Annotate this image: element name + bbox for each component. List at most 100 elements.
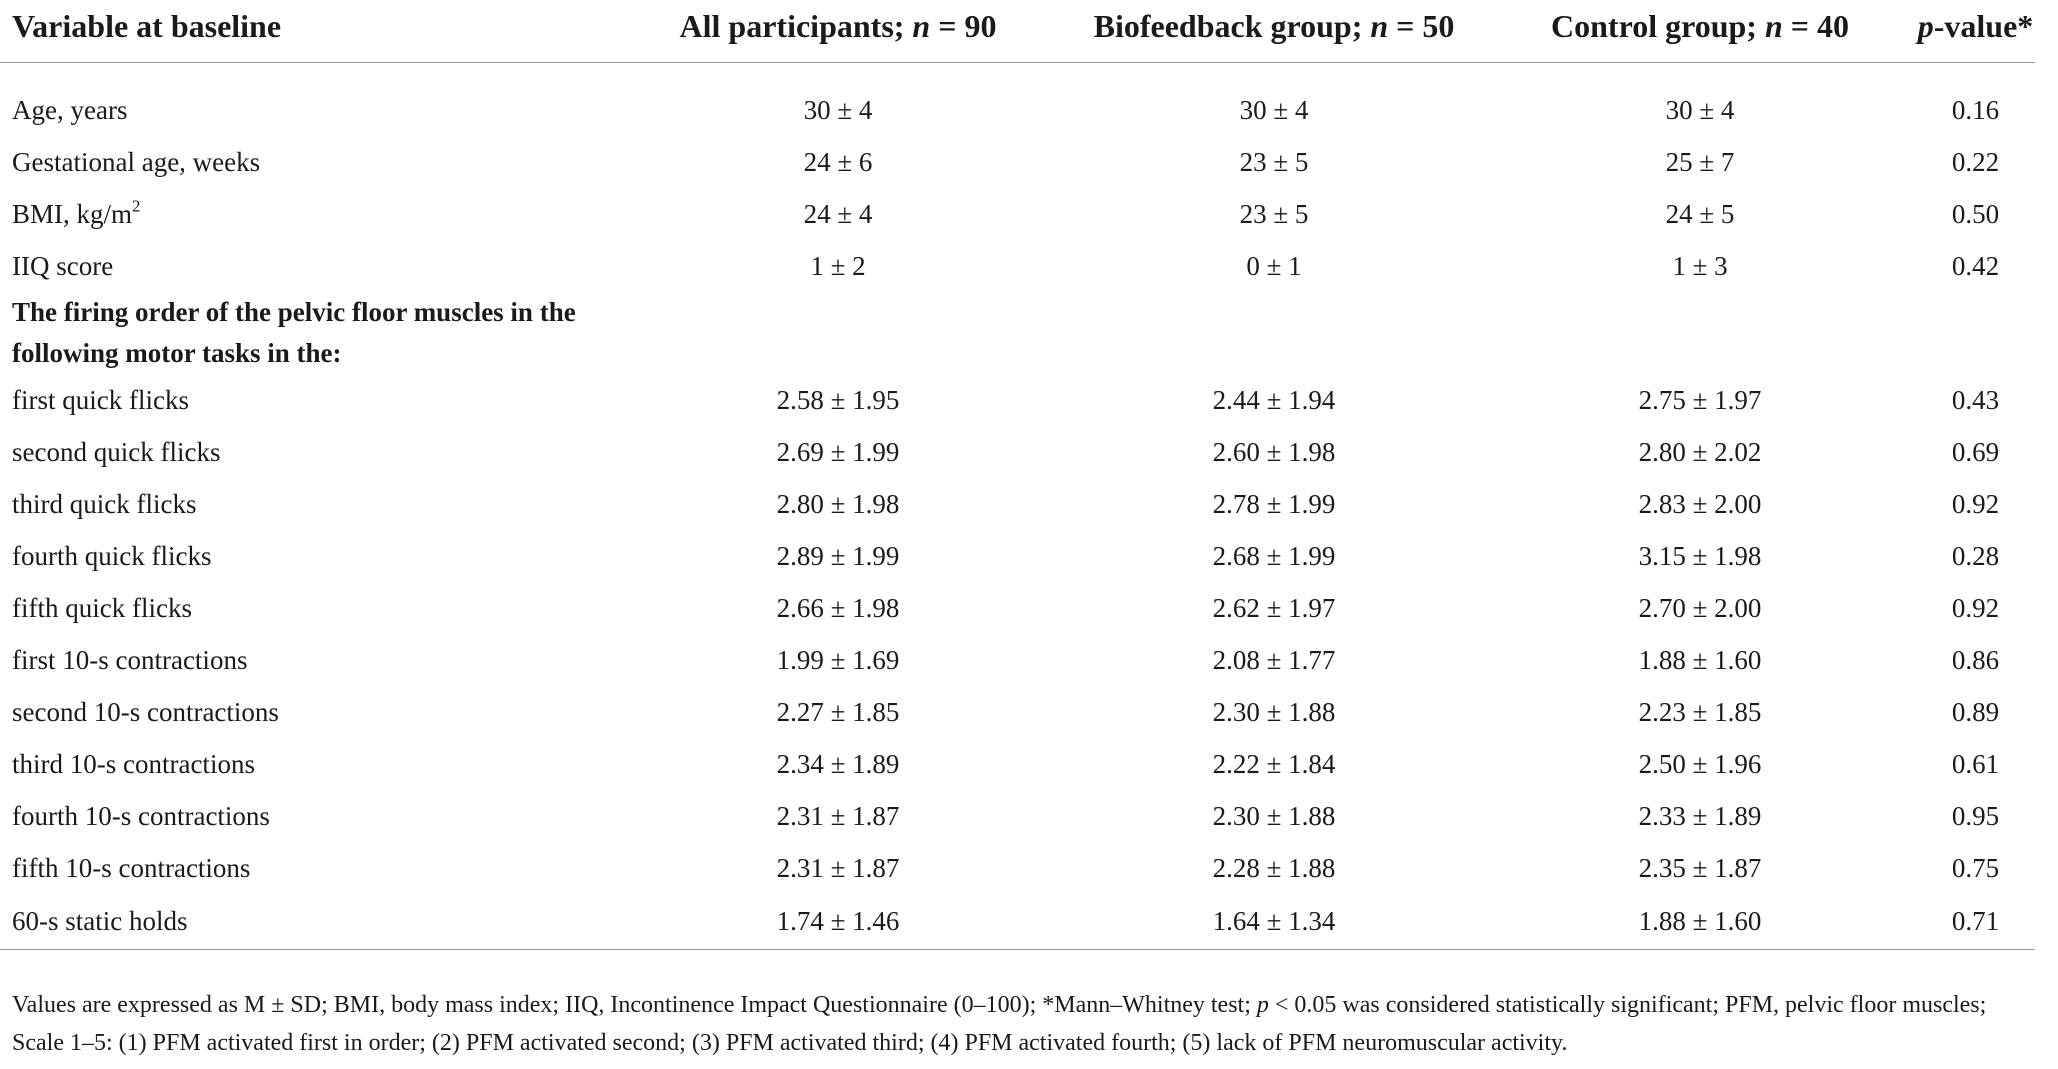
superscript: 2: [132, 195, 141, 215]
cell-p-value: 0.86: [1951, 644, 2000, 675]
row-label: BMI, kg/m2: [12, 195, 141, 229]
cell-biofeedback: 2.68 ± 1.99: [1212, 540, 1336, 571]
cell-all-participants: 2.31 ± 1.87: [776, 800, 900, 831]
cell-control: 2.75 ± 1.97: [1638, 384, 1762, 415]
cell-p-value: 0.61: [1951, 748, 2000, 779]
header-variable: Variable at baseline: [0, 0, 612, 63]
table-row: Gestational age, weeks 24 ± 6 23 ± 5 25 ± 7…: [0, 136, 2035, 188]
cell-all-participants: 2.58 ± 1.95: [776, 384, 900, 415]
cell-p-value: 0.71: [1916, 894, 2035, 950]
table-row: first 10-s contractions 1.99 ± 1.69 2.08 ±…: [0, 634, 2035, 686]
cell-control: 2.35 ± 1.87: [1638, 852, 1762, 883]
row-label: first quick flicks: [12, 384, 189, 415]
table-row: BMI, kg/m2 24 ± 4 23 ± 5 24 ± 5 0.50: [0, 188, 2035, 240]
row-label: second 10-s contractions: [12, 696, 279, 727]
cell-control: 2.33 ± 1.89: [1638, 800, 1762, 831]
row-label: third quick flicks: [12, 488, 197, 519]
cell-control: 25 ± 7: [1665, 146, 1735, 177]
cell-control: 2.50 ± 1.96: [1638, 748, 1762, 779]
cell-biofeedback: 1.64 ± 1.34: [1064, 894, 1484, 950]
table-row: IIQ score 1 ± 2 0 ± 1 1 ± 3 0.42: [0, 240, 2035, 292]
spacer-row: [0, 62, 2035, 84]
table-row: fifth quick flicks 2.66 ± 1.98 2.62 ± 1.97…: [0, 582, 2035, 634]
cell-p-value: 0.92: [1951, 488, 2000, 519]
cell-biofeedback: 2.22 ± 1.84: [1212, 748, 1336, 779]
table-row: third quick flicks 2.80 ± 1.98 2.78 ± 1.99…: [0, 478, 2035, 530]
row-label: fifth 10-s contractions: [12, 852, 251, 883]
table-header: Variable at baseline All participants; n…: [0, 0, 2035, 63]
cell-all-participants: 2.66 ± 1.98: [776, 592, 900, 623]
cell-control: 2.23 ± 1.85: [1638, 696, 1762, 727]
cell-p-value: 0.89: [1951, 696, 2000, 727]
cell-p-value: 0.69: [1951, 436, 2000, 467]
cell-all-participants: 1.99 ± 1.69: [776, 644, 900, 675]
cell-biofeedback: 2.08 ± 1.77: [1212, 644, 1336, 675]
cell-p-value: 0.16: [1951, 94, 2000, 125]
cell-all-participants: 24 ± 4: [803, 198, 873, 229]
cell-biofeedback: 30 ± 4: [1239, 94, 1309, 125]
cell-biofeedback: 23 ± 5: [1239, 146, 1309, 177]
cell-p-value: 0.95: [1951, 800, 2000, 831]
cell-p-value: 0.92: [1951, 592, 2000, 623]
cell-p-value: 0.42: [1951, 250, 2000, 281]
row-label: fifth quick flicks: [12, 592, 192, 623]
cell-all-participants: 24 ± 6: [803, 146, 873, 177]
table-row: first quick flicks 2.58 ± 1.95 2.44 ± 1.94…: [0, 374, 2035, 426]
cell-control: 30 ± 4: [1665, 94, 1735, 125]
cell-p-value: 0.22: [1951, 146, 2000, 177]
table-row: 60-s static holds 1.74 ± 1.46 1.64 ± 1.34 1…: [0, 894, 2035, 950]
row-label: Age, years: [12, 94, 128, 125]
section-title: The firing order of the pelvic floor mus…: [12, 297, 576, 368]
cell-p-value: 0.28: [1951, 540, 2000, 571]
row-label: third 10-s contractions: [12, 748, 255, 779]
cell-biofeedback: 2.30 ± 1.88: [1212, 696, 1336, 727]
row-label: 60-s static holds: [0, 894, 612, 950]
header-control-group: Control group; n = 40: [1484, 0, 1916, 63]
cell-biofeedback: 2.44 ± 1.94: [1212, 384, 1336, 415]
cell-all-participants: 2.27 ± 1.85: [776, 696, 900, 727]
cell-p-value: 0.43: [1951, 384, 2000, 415]
header-p-value: p-value*: [1916, 0, 2035, 63]
table-row: fourth quick flicks 2.89 ± 1.99 2.68 ± 1.9…: [0, 530, 2035, 582]
cell-control: 1 ± 3: [1672, 250, 1728, 281]
table-row: fourth 10-s contractions 2.31 ± 1.87 2.30 …: [0, 790, 2035, 842]
cell-control: 2.80 ± 2.02: [1638, 436, 1762, 467]
cell-control: 24 ± 5: [1665, 198, 1735, 229]
table-body: Age, years 30 ± 4 30 ± 4 30 ± 4 0.16 Gestatio…: [0, 62, 2035, 950]
row-label: second quick flicks: [12, 436, 221, 467]
header-biofeedback-group: Biofeedback group; n = 50: [1064, 0, 1484, 63]
baseline-characteristics-table: Variable at baseline All participants; n…: [0, 0, 2035, 950]
table-footnote: Values are expressed as M ± SD; BMI, bod…: [12, 992, 1987, 1056]
cell-all-participants: 2.89 ± 1.99: [776, 540, 900, 571]
row-label: first 10-s contractions: [12, 644, 248, 675]
header-row: Variable at baseline All participants; n…: [0, 0, 2035, 63]
cell-control: 1.88 ± 1.60: [1484, 894, 1916, 950]
cell-biofeedback: 2.78 ± 1.99: [1212, 488, 1336, 519]
row-label: fourth 10-s contractions: [12, 800, 270, 831]
header-all-participants: All participants; n = 90: [612, 0, 1064, 63]
cell-all-participants: 30 ± 4: [803, 94, 873, 125]
cell-all-participants: 1 ± 2: [810, 250, 866, 281]
cell-control: 2.70 ± 2.00: [1638, 592, 1762, 623]
table-row: Age, years 30 ± 4 30 ± 4 30 ± 4 0.16: [0, 84, 2035, 136]
cell-control: 2.83 ± 2.00: [1638, 488, 1762, 519]
cell-all-participants: 2.69 ± 1.99: [776, 436, 900, 467]
cell-all-participants: 2.31 ± 1.87: [776, 852, 900, 883]
row-label: IIQ score: [12, 250, 114, 281]
section-header-row: The firing order of the pelvic floor mus…: [0, 292, 2035, 374]
cell-biofeedback: 2.60 ± 1.98: [1212, 436, 1336, 467]
cell-biofeedback: 2.62 ± 1.97: [1212, 592, 1336, 623]
cell-p-value: 0.75: [1951, 852, 2000, 883]
cell-all-participants: 1.74 ± 1.46: [612, 894, 1064, 950]
cell-all-participants: 2.80 ± 1.98: [776, 488, 900, 519]
cell-biofeedback: 23 ± 5: [1239, 198, 1309, 229]
cell-p-value: 0.50: [1951, 198, 2000, 229]
table-row: third 10-s contractions 2.34 ± 1.89 2.22 ±…: [0, 738, 2035, 790]
row-label: fourth quick flicks: [12, 540, 212, 571]
cell-control: 3.15 ± 1.98: [1638, 540, 1762, 571]
table-row: second 10-s contractions 2.27 ± 1.85 2.30 …: [0, 686, 2035, 738]
cell-biofeedback: 2.30 ± 1.88: [1212, 800, 1336, 831]
row-label: Gestational age, weeks: [12, 146, 261, 177]
cell-control: 1.88 ± 1.60: [1638, 644, 1762, 675]
